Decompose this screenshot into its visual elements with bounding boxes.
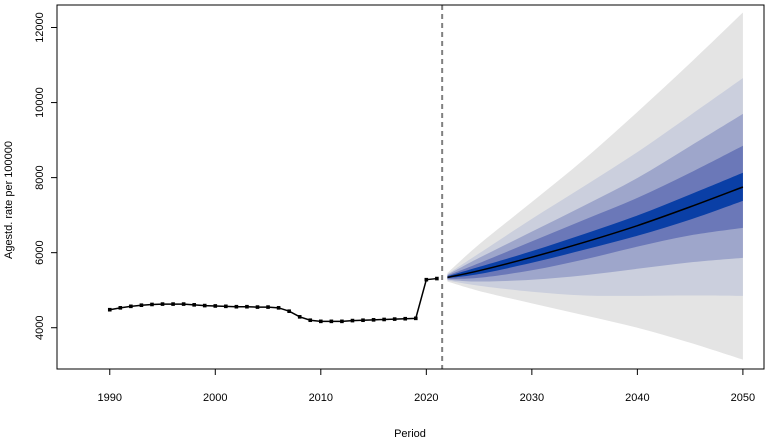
observed-point-2007	[287, 309, 291, 314]
prediction-band-3	[447, 113, 743, 282]
observed-point-2010	[319, 319, 323, 324]
observed-point-2002	[234, 304, 239, 309]
observed-point-1997	[181, 302, 186, 306]
observed-point-1998	[192, 303, 196, 307]
prediction-band-5	[447, 172, 743, 279]
observed-point-2008	[297, 315, 302, 319]
plot-frame	[56, 4, 765, 370]
x-tick-label-1990: 1990	[98, 392, 122, 404]
x-axis: 1990 2000 2010 2020 2030 2040 2050	[98, 369, 755, 404]
observed-point-2017	[392, 317, 397, 321]
observed-point-2014	[361, 318, 365, 323]
y-tick-label-8000: 8000	[34, 165, 46, 189]
observed-point-2016	[382, 317, 386, 322]
observed-point-2011	[329, 319, 334, 324]
y-axis: 4000 6000 8000 10000 12000	[34, 12, 57, 340]
observed-point-2004	[255, 305, 260, 309]
y-tick-label-10000: 10000	[34, 87, 46, 118]
observed-point-1990	[107, 307, 112, 312]
observed-point-2005	[266, 305, 270, 309]
observed-point-2020	[424, 277, 429, 282]
observed-point-1999	[202, 303, 207, 308]
observed-point-1991	[118, 306, 123, 310]
y-tick-label-12000: 12000	[34, 12, 46, 43]
observed-series-line	[109, 277, 437, 323]
observed-point-2018	[403, 316, 408, 321]
observed-point-1993	[139, 303, 144, 308]
y-axis-label: Agestd. rate per 100000	[3, 141, 15, 259]
x-tick-label-2050: 2050	[731, 392, 755, 404]
observed-point-2006	[276, 306, 281, 310]
observed-point-2012	[340, 319, 344, 324]
observed-point-2015	[371, 318, 376, 322]
forecast-mean-line	[447, 186, 744, 279]
observed-point-1996	[171, 302, 175, 306]
x-tick-label-2020: 2020	[414, 392, 438, 404]
observed-point-2019	[413, 316, 418, 321]
prediction-bands	[447, 12, 743, 360]
x-tick-label-2040: 2040	[625, 392, 649, 404]
observed-point-1995	[160, 302, 165, 306]
x-axis-label: Period	[394, 428, 426, 440]
observed-point-2021	[435, 276, 439, 281]
observed-point-2001	[224, 304, 228, 309]
observed-point-2013	[350, 318, 355, 323]
x-tick-label-2000: 2000	[203, 392, 227, 404]
observed-point-1994	[150, 302, 154, 307]
observed-point-2000	[213, 304, 218, 308]
y-tick-label-6000: 6000	[34, 240, 46, 264]
observed-point-2009	[308, 318, 313, 323]
observed-points	[107, 276, 439, 324]
observed-point-2003	[245, 304, 249, 309]
y-tick-label-4000: 4000	[34, 315, 46, 339]
x-tick-label-2010: 2010	[309, 392, 333, 404]
x-tick-label-2030: 2030	[520, 392, 544, 404]
observed-point-1992	[129, 304, 133, 309]
